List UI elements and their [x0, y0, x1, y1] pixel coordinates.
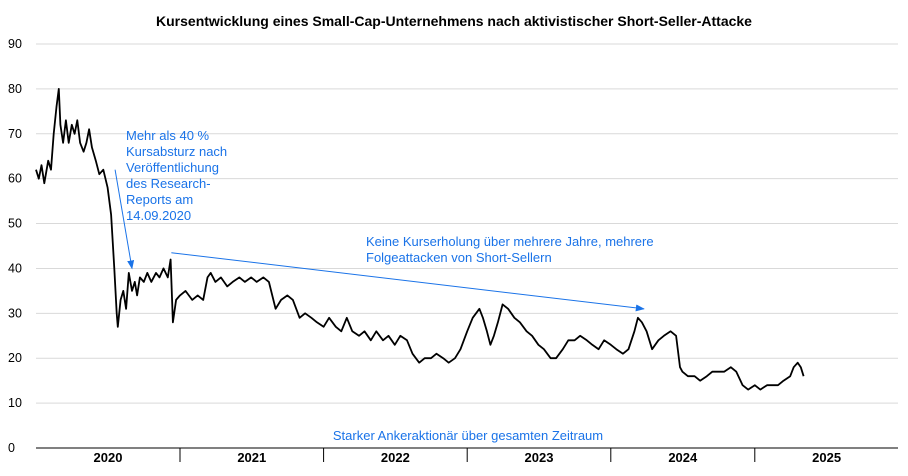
- annotation-arrow: [171, 252, 645, 312]
- y-tick-label: 0: [8, 441, 15, 455]
- y-tick-label: 20: [8, 351, 22, 365]
- annotation-text: Starker Ankeraktionär über gesamten Zeit…: [333, 428, 603, 443]
- x-axis: 2020 2021 2022 2023 2024 2025: [36, 447, 898, 465]
- y-tick-label: 90: [8, 37, 22, 51]
- annotation-text: 14.09.2020: [126, 208, 191, 223]
- annotation-text: Keine Kurserholung über mehrere Jahre, m…: [366, 234, 654, 249]
- series-line: [35, 88, 805, 391]
- x-tick-label: 2020: [94, 450, 123, 465]
- x-tick-label: 2025: [812, 450, 841, 465]
- chart-title: Kursentwicklung eines Small-Cap-Unterneh…: [156, 13, 752, 29]
- x-tick-label: 2021: [237, 450, 266, 465]
- y-tick-label: 10: [8, 396, 22, 410]
- y-tick-label: 70: [8, 127, 22, 141]
- annotations: Mehr als 40 %Kursabsturz nachVeröffentli…: [114, 128, 654, 443]
- annotation-text: des Research-: [126, 176, 211, 191]
- y-tick-label: 50: [8, 217, 22, 231]
- y-tick-label: 40: [8, 261, 22, 275]
- y-tick-label: 30: [8, 306, 22, 320]
- annotation-text: Folgeattacken von Short-Sellern: [366, 250, 552, 265]
- y-tick-label: 80: [8, 82, 22, 96]
- x-tick-label: 2023: [525, 450, 554, 465]
- annotation-text: Veröffentlichung: [126, 160, 219, 175]
- x-tick-label: 2022: [381, 450, 410, 465]
- annotation-arrow: [114, 169, 135, 270]
- annotation-text: Kursabsturz nach: [126, 144, 227, 159]
- y-axis-ticks: 0 10 20 30 40 50 60 70 80 90: [8, 37, 22, 455]
- y-tick-label: 60: [8, 172, 22, 186]
- x-tick-label: 2024: [668, 450, 698, 465]
- price-series: [35, 88, 805, 391]
- gridlines: [36, 43, 898, 404]
- annotation-text: Mehr als 40 %: [126, 128, 210, 143]
- annotation-text: Reports am: [126, 192, 193, 207]
